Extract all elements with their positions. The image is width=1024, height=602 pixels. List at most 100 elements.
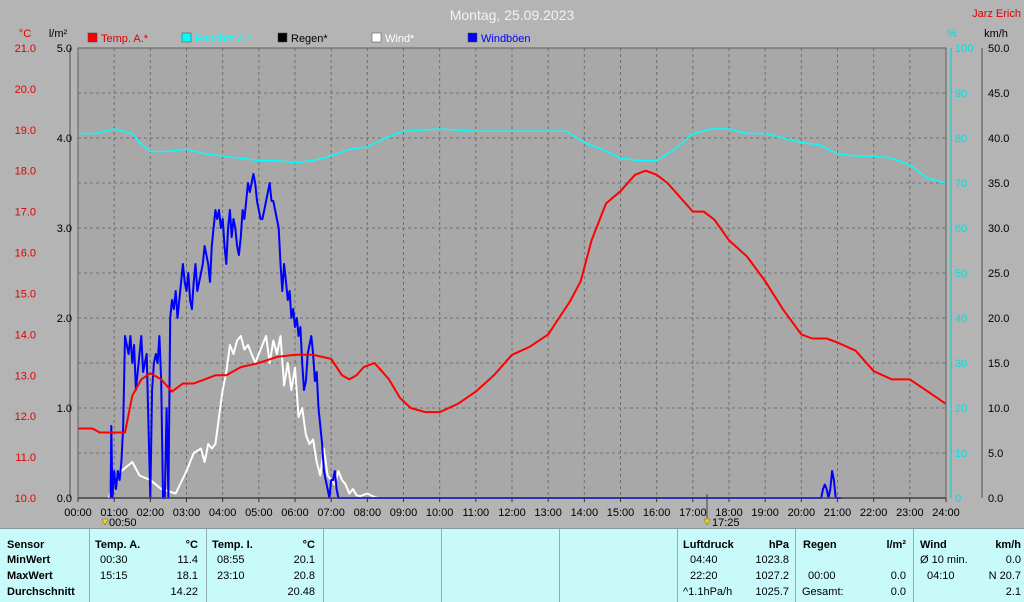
wind-tick-label: 40.0 — [988, 133, 1009, 145]
humidity-tick-label: 80 — [955, 133, 967, 145]
series-temp-line — [78, 169, 947, 434]
x-tick-label: 09:00 — [390, 507, 418, 519]
x-tick-label: 24:00 — [932, 507, 960, 519]
x-tick-label: 12:00 — [498, 507, 526, 519]
header-pressure: Luftdruck — [683, 539, 734, 551]
rain-tick-label: 2.0 — [57, 313, 72, 325]
wind-avg-value: 2.1 — [1005, 586, 1021, 598]
x-tick-label: 20:00 — [788, 507, 816, 519]
x-tick-label: 06:00 — [281, 507, 309, 519]
summary-table: Sensor MinWert MaxWert Durchschnitt Temp… — [0, 528, 1024, 602]
x-tick-label: 15:00 — [607, 507, 635, 519]
x-tick-label: 14:00 — [571, 507, 599, 519]
header-rain: Regen — [803, 539, 837, 551]
legend-swatch-temp — [87, 32, 98, 43]
legend-swatch-rain — [277, 32, 288, 43]
x-tick-label: 13:00 — [534, 507, 562, 519]
wind-tick-label: 10.0 — [988, 403, 1009, 415]
rain-max-time: 00:00 — [808, 570, 836, 582]
legend-label-rain: Regen* — [291, 33, 328, 45]
pressure-max-time: 22:20 — [690, 570, 718, 582]
temp-i-min-time: 08:55 — [217, 554, 245, 566]
temp-tick-label: 17.0 — [15, 207, 36, 219]
x-tick-label: 23:00 — [896, 507, 924, 519]
humidity-tick-label: 60 — [955, 223, 967, 235]
humidity-axis-unit: % — [947, 28, 957, 40]
x-tick-label: 00:00 — [64, 507, 92, 519]
temp-tick-label: 19.0 — [15, 125, 36, 137]
x-tick-label: 04:00 — [209, 507, 237, 519]
col-pressure: Luftdruck hPa 04:40 1023.8 22:20 1027.2 … — [678, 529, 796, 602]
col-empty-3 — [560, 529, 678, 602]
marker-time-1: 00:50 — [109, 517, 137, 528]
x-tick-label: 21:00 — [824, 507, 852, 519]
wind-avg10-label: Ø 10 min. — [920, 554, 968, 566]
humidity-tick-label: 50 — [955, 268, 967, 280]
wind-avg10-value: 0.0 — [1005, 554, 1021, 566]
temp-tick-label: 21.0 — [15, 43, 36, 55]
temp-i-min-value: 20.1 — [293, 554, 315, 566]
temp-tick-label: 12.0 — [15, 411, 36, 423]
x-tick-label: 08:00 — [354, 507, 382, 519]
temp-i-max-time: 23:10 — [217, 570, 245, 582]
wind-tick-label: 5.0 — [988, 448, 1003, 460]
temp-a-max-time: 15:15 — [100, 570, 128, 582]
humidity-tick-label: 90 — [955, 88, 967, 100]
humidity-tick-label: 70 — [955, 178, 967, 190]
temp-a-min-value: 11.4 — [177, 554, 198, 566]
rain-tick-label: 5.0 — [57, 43, 72, 55]
legend-swatch-humidity — [181, 32, 192, 43]
x-tick-label: 17:00 — [679, 507, 707, 519]
col-empty-2 — [442, 529, 560, 602]
unit-temp-i: °C — [302, 539, 315, 551]
wind-tick-label: 45.0 — [988, 88, 1009, 100]
pressure-min-time: 04:40 — [690, 554, 718, 566]
humidity-tick-label: 40 — [955, 313, 967, 325]
pressure-max-value: 1027.2 — [755, 570, 789, 582]
marker-arrow-icon — [703, 518, 711, 526]
header-temp-a: Temp. A. — [95, 539, 141, 551]
rain-total-label: Gesamt: — [802, 586, 844, 598]
temp-i-max-value: 20.8 — [293, 570, 315, 582]
x-tick-label: 03:00 — [173, 507, 201, 519]
unit-rain: l/m² — [886, 539, 906, 551]
col-empty-1 — [324, 529, 442, 602]
wind-tick-label: 0.0 — [988, 493, 1003, 505]
axes: 00:00 01:00 02:00 03:00 04:00 05:00 06:00 07:00… — [15, 43, 1010, 519]
weather-chart: 00:00 01:00 02:00 03:00 04:00 05:00 06:00 07:00… — [15, 7, 1021, 528]
temp-tick-label: 14.0 — [15, 329, 36, 341]
header-wind: Wind — [920, 539, 947, 551]
x-tick-label: 11:00 — [462, 507, 489, 519]
col-sensor: Sensor MinWert MaxWert Durchschnitt — [0, 529, 90, 602]
wind-tick-label: 50.0 — [988, 43, 1009, 55]
x-tick-label: 19:00 — [751, 507, 779, 519]
col-temp-i: Temp. I. °C 08:55 20.1 23:10 20.8 20.48 — [207, 529, 324, 602]
x-tick-label: 05:00 — [245, 507, 273, 519]
col-wind: Wind km/h Ø 10 min. 0.0 04:10 N 20.7 2.1 — [914, 529, 1024, 602]
rain-tick-label: 1.0 — [57, 403, 72, 415]
legend-swatch-wind — [371, 32, 382, 43]
x-tick-label: 22:00 — [860, 507, 888, 519]
x-tick-label: 02:00 — [137, 507, 165, 519]
series-humidity-line — [78, 128, 947, 184]
temp-tick-label: 10.0 — [15, 493, 36, 505]
x-tick-label: 07:00 — [317, 507, 345, 519]
rain-total-value: 0.0 — [890, 586, 906, 598]
legend-label-gusts: Windböen — [481, 33, 531, 45]
legend-swatch-gusts — [467, 32, 478, 43]
rain-axis-unit: l/m² — [49, 28, 68, 40]
x-tick-label: 16:00 — [643, 507, 671, 519]
wind-tick-label: 30.0 — [988, 223, 1009, 235]
rain-tick-label: 3.0 — [57, 223, 72, 235]
series-wind-line — [107, 335, 379, 499]
marker-time-2: 17:25 — [712, 517, 740, 528]
header-sensor: Sensor — [7, 539, 45, 551]
marker-event: 17:25 — [703, 494, 740, 528]
wind-tick-label: 35.0 — [988, 178, 1009, 190]
x-tick-label: 10:00 — [426, 507, 454, 519]
legend-label-wind: Wind* — [385, 33, 415, 45]
row-label-max: MaxWert — [7, 570, 53, 582]
wind-tick-label: 15.0 — [988, 358, 1009, 370]
wind-axis-unit: km/h — [984, 28, 1008, 40]
humidity-tick-label: 0 — [955, 493, 961, 505]
